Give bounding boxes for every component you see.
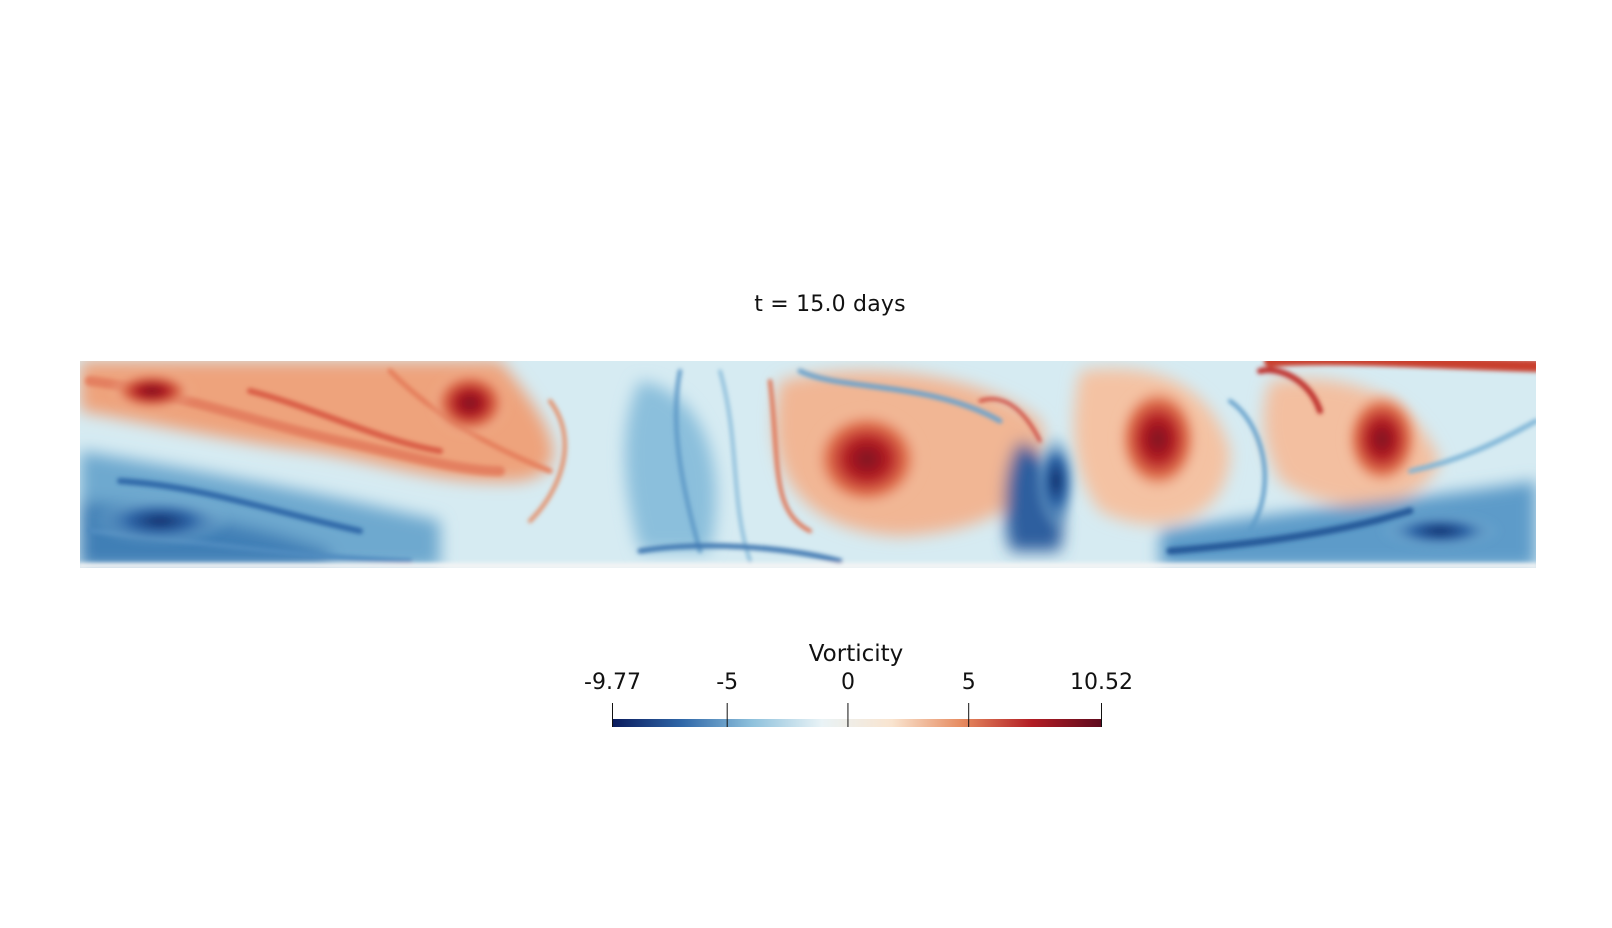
vorticity-field-image (80, 361, 1536, 568)
vorticity-field-svg (80, 361, 1536, 568)
plot-title: t = 15.0 days (754, 292, 906, 317)
colorbar-tick-label: -9.77 (584, 670, 641, 695)
colorbar-svg (612, 703, 1102, 727)
colorbar-tick-label: 10.52 (1070, 670, 1133, 695)
colorbar-title: Vorticity (808, 641, 904, 667)
colorbar (612, 703, 1102, 729)
colorbar-tick-label: 0 (840, 670, 855, 695)
colorbar-tick-label: -5 (716, 670, 739, 695)
colorbar-tick-label: 5 (961, 670, 976, 695)
colorbar-gradient (612, 719, 1102, 727)
